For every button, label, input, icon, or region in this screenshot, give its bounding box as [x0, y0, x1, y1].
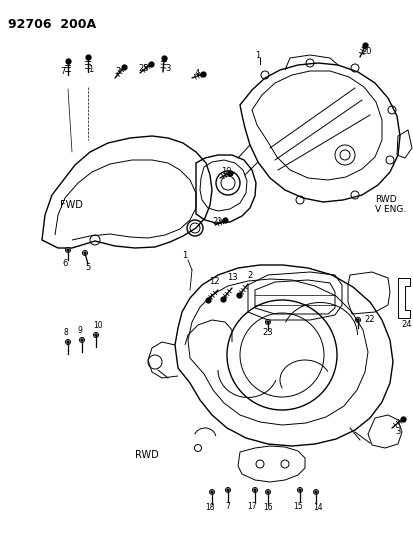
Text: 19: 19: [220, 167, 231, 176]
Text: 7: 7: [225, 503, 230, 512]
Text: 17: 17: [247, 503, 256, 512]
Text: 20: 20: [361, 46, 371, 55]
Text: 2: 2: [247, 271, 252, 279]
Circle shape: [95, 334, 97, 336]
Circle shape: [83, 252, 86, 254]
Circle shape: [265, 319, 270, 325]
Circle shape: [298, 489, 301, 491]
Text: 7: 7: [60, 67, 66, 76]
Circle shape: [356, 319, 358, 321]
Circle shape: [79, 337, 84, 343]
Text: 4: 4: [194, 69, 199, 77]
Text: 3: 3: [394, 427, 400, 437]
Text: 5: 5: [85, 262, 90, 271]
Text: 1: 1: [88, 64, 93, 74]
Text: 25: 25: [138, 63, 149, 72]
Circle shape: [266, 321, 268, 323]
Text: V ENG.: V ENG.: [374, 206, 405, 214]
Text: 18: 18: [205, 504, 214, 513]
Text: 3: 3: [165, 63, 170, 72]
Circle shape: [82, 251, 87, 255]
Text: 8: 8: [64, 328, 68, 337]
Circle shape: [265, 489, 270, 495]
Text: 1: 1: [255, 51, 260, 60]
Circle shape: [65, 340, 70, 344]
Circle shape: [209, 489, 214, 495]
Circle shape: [225, 488, 230, 492]
Text: 22: 22: [364, 316, 374, 325]
Circle shape: [297, 488, 302, 492]
Circle shape: [93, 333, 98, 337]
Text: FWD: FWD: [60, 200, 83, 210]
Text: 15: 15: [292, 503, 302, 512]
Text: 92706  200A: 92706 200A: [8, 18, 96, 31]
Text: 24: 24: [401, 320, 411, 329]
Text: 12: 12: [208, 278, 219, 287]
Circle shape: [66, 249, 69, 251]
Circle shape: [314, 491, 316, 493]
Text: 23: 23: [262, 328, 273, 337]
Text: 2: 2: [115, 67, 120, 76]
Text: 10: 10: [93, 321, 102, 330]
Circle shape: [313, 489, 318, 495]
Circle shape: [266, 491, 268, 493]
Text: 9: 9: [77, 327, 82, 335]
Circle shape: [253, 489, 256, 491]
Circle shape: [210, 491, 213, 493]
Text: 16: 16: [263, 504, 272, 513]
Text: 6: 6: [62, 259, 67, 268]
Circle shape: [66, 341, 69, 343]
Text: 21: 21: [212, 217, 223, 227]
Circle shape: [355, 318, 360, 322]
Text: RWD: RWD: [135, 450, 158, 460]
Circle shape: [252, 488, 257, 492]
Circle shape: [226, 489, 229, 491]
Text: 1: 1: [182, 252, 187, 261]
Circle shape: [65, 247, 70, 253]
Text: RWD: RWD: [374, 196, 396, 205]
Text: 14: 14: [312, 504, 322, 513]
Circle shape: [81, 339, 83, 341]
Text: 13: 13: [226, 273, 237, 282]
